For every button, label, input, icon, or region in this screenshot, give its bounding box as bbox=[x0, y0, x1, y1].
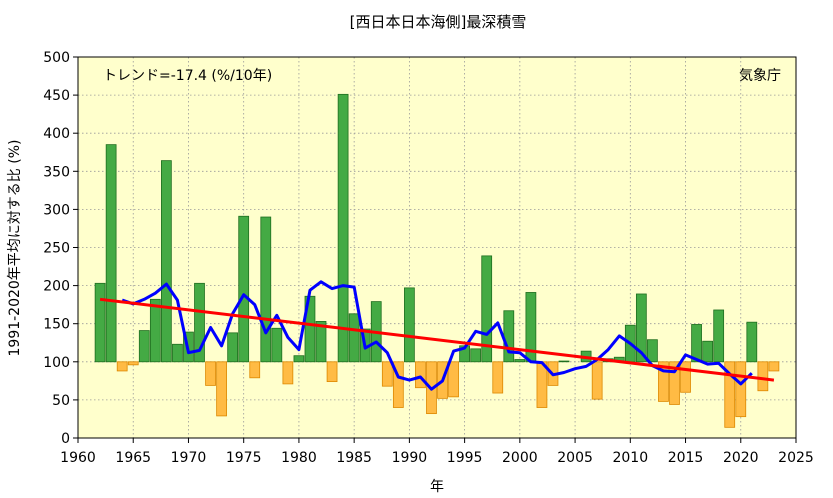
bar-2017 bbox=[702, 340, 714, 363]
y-axis-label: 1991-2020年平均に対する比 (%) bbox=[7, 140, 23, 357]
bar-2011 bbox=[635, 293, 647, 363]
y-tick-label: 250 bbox=[43, 241, 70, 257]
bar-1982 bbox=[315, 321, 327, 363]
bar-2000 bbox=[514, 359, 526, 363]
x-tick-label: 2005 bbox=[557, 450, 593, 466]
x-tick-label: 1985 bbox=[336, 450, 372, 466]
source-label: 気象庁 bbox=[739, 68, 781, 84]
bar-2007 bbox=[591, 361, 603, 400]
y-tick-label: 500 bbox=[43, 50, 70, 66]
y-tick-label: 100 bbox=[43, 355, 70, 371]
bar-1998 bbox=[492, 361, 504, 394]
bar-2019 bbox=[724, 361, 736, 428]
bar-1997 bbox=[481, 255, 493, 363]
bar-1980 bbox=[293, 355, 305, 363]
bar-1977 bbox=[260, 216, 272, 363]
bar-1994 bbox=[448, 361, 459, 398]
bar-2016 bbox=[691, 324, 702, 363]
bar-2014 bbox=[669, 361, 680, 405]
bar-1967 bbox=[149, 298, 161, 363]
x-tick-label: 1990 bbox=[392, 450, 428, 466]
trend-annotation: トレンド=-17.4 (%/10年) bbox=[103, 68, 272, 84]
bar-1991 bbox=[415, 361, 426, 389]
x-tick-label: 1970 bbox=[171, 450, 207, 466]
bar-2015 bbox=[680, 361, 691, 393]
bar-1996 bbox=[470, 348, 482, 363]
y-tick-label: 350 bbox=[43, 164, 70, 180]
bar-1969 bbox=[172, 343, 183, 363]
bar-1972 bbox=[205, 361, 216, 386]
bar-1979 bbox=[282, 361, 294, 385]
bar-2020 bbox=[735, 361, 747, 418]
x-tick-label: 2000 bbox=[502, 450, 538, 466]
bar-2022 bbox=[757, 361, 769, 392]
x-tick-label: 2010 bbox=[612, 450, 648, 466]
x-tick-label: 2020 bbox=[723, 450, 759, 466]
y-tick-label: 400 bbox=[43, 126, 70, 142]
bar-1976 bbox=[249, 361, 261, 379]
bar-1962 bbox=[94, 282, 106, 363]
bar-2023 bbox=[768, 361, 780, 372]
x-tick-label: 1965 bbox=[115, 450, 151, 466]
x-axis-label: 年 bbox=[430, 479, 444, 495]
bar-1963 bbox=[105, 144, 117, 363]
bar-2013 bbox=[658, 361, 669, 402]
bar-1968 bbox=[160, 160, 172, 363]
bar-1989 bbox=[392, 361, 404, 408]
bar-1983 bbox=[326, 361, 338, 383]
x-tick-label: 1980 bbox=[281, 450, 317, 466]
bar-2018 bbox=[713, 309, 725, 363]
x-tick-label: 1995 bbox=[447, 450, 483, 466]
y-tick-label: 150 bbox=[43, 317, 70, 333]
plot-frame bbox=[77, 56, 797, 439]
bar-2004 bbox=[558, 360, 570, 363]
bar-1988 bbox=[381, 361, 393, 387]
bar-1964 bbox=[116, 361, 128, 372]
x-tick-label: 2025 bbox=[778, 450, 814, 466]
bar-1974 bbox=[227, 332, 239, 363]
x-tick-label: 1975 bbox=[226, 450, 262, 466]
bar-1990 bbox=[404, 287, 415, 363]
bar-1999 bbox=[503, 310, 515, 363]
y-tick-label: 200 bbox=[43, 279, 70, 295]
bar-1973 bbox=[216, 361, 227, 417]
x-tick-label: 1960 bbox=[60, 450, 96, 466]
y-tick-label: 0 bbox=[61, 431, 70, 447]
bar-2021 bbox=[746, 321, 758, 363]
y-tick-label: 300 bbox=[43, 202, 70, 218]
bar-1985 bbox=[348, 313, 360, 363]
bar-1984 bbox=[337, 93, 349, 363]
bar-1978 bbox=[271, 327, 283, 363]
y-tick-label: 450 bbox=[43, 88, 70, 104]
axis-ticks: 1960 1965 1970 1975 1980 1985 1990 1995 2000 2005… bbox=[43, 50, 814, 466]
line-series bbox=[99, 280, 775, 391]
bar-1966 bbox=[138, 330, 150, 363]
bar-1971 bbox=[194, 282, 205, 363]
chart-title: [西日本日本海側]最深積雪 bbox=[350, 13, 527, 31]
bar-2012 bbox=[647, 339, 658, 363]
trend-line bbox=[99, 297, 775, 382]
bar-1965 bbox=[127, 361, 139, 366]
y-tick-label: 50 bbox=[52, 393, 70, 409]
x-tick-label: 2015 bbox=[668, 450, 704, 466]
moving-average-line bbox=[121, 280, 753, 391]
bar-1975 bbox=[238, 215, 250, 363]
